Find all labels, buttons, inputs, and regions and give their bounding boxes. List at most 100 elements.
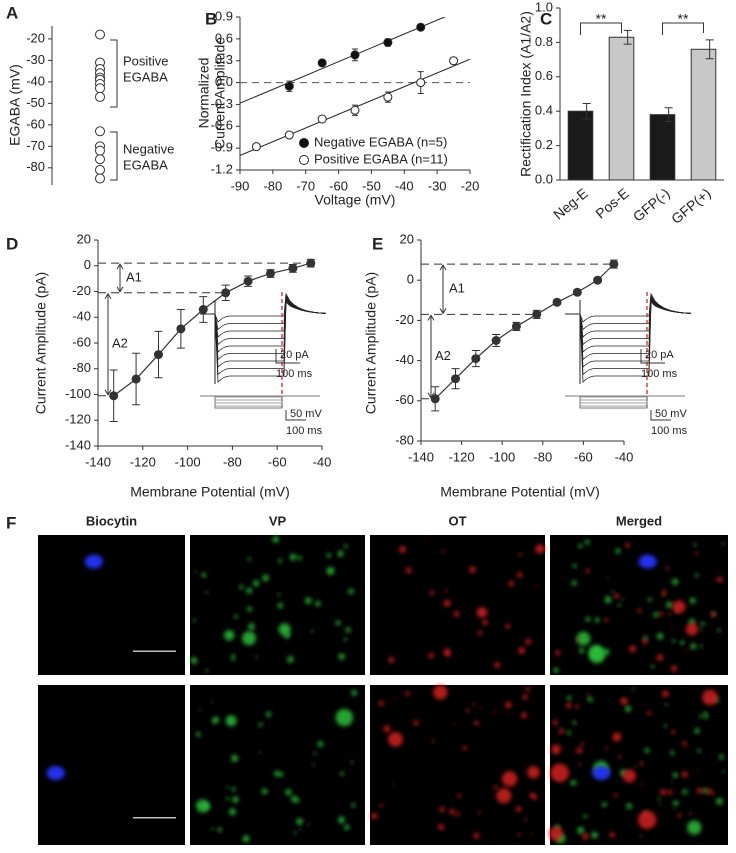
- micrograph: [38, 535, 185, 675]
- spot: [681, 771, 688, 778]
- micrograph: [550, 535, 728, 675]
- spot: [441, 549, 445, 553]
- spot: [697, 749, 701, 753]
- point: [383, 92, 393, 102]
- spot: [405, 567, 412, 574]
- spot: [609, 832, 616, 838]
- spot: [457, 793, 462, 798]
- y-tick-label: -100: [65, 386, 91, 401]
- point: [153, 350, 163, 360]
- y-tick-label: -120: [65, 412, 91, 427]
- spot: [622, 769, 636, 783]
- x-tick-label: -70: [296, 178, 315, 193]
- spot: [525, 638, 532, 645]
- spot: [425, 538, 428, 541]
- spot: [699, 644, 703, 648]
- spot: [721, 542, 725, 546]
- spot: [315, 600, 321, 607]
- spot: [677, 813, 682, 818]
- spot: [670, 627, 673, 631]
- spot: [231, 787, 236, 792]
- spot: [522, 694, 528, 700]
- spot: [693, 543, 697, 547]
- spot: [230, 656, 236, 661]
- trace: [565, 292, 692, 323]
- spot: [689, 597, 696, 604]
- spot: [695, 552, 699, 556]
- spot: [621, 598, 624, 601]
- spot: [524, 817, 528, 821]
- spot: [611, 590, 615, 593]
- spot: [469, 566, 476, 573]
- spot: [553, 667, 559, 673]
- trace: [565, 294, 692, 338]
- spot: [443, 599, 451, 607]
- spot: [494, 662, 501, 669]
- spot: [661, 589, 667, 595]
- y-tick-label: -80: [26, 159, 45, 174]
- y-tick-label: -0.6: [211, 118, 233, 133]
- spot: [517, 572, 523, 578]
- spot: [712, 696, 716, 700]
- point: [221, 288, 231, 298]
- point: [416, 78, 426, 88]
- spot: [673, 800, 679, 806]
- spot: [617, 603, 621, 607]
- spot: [579, 647, 585, 654]
- spot: [712, 792, 715, 796]
- point: [198, 305, 208, 315]
- spot: [672, 600, 686, 614]
- spot: [472, 702, 476, 706]
- spot: [211, 827, 214, 831]
- spot: [371, 812, 378, 820]
- spot: [647, 597, 652, 602]
- legend-marker: [299, 155, 309, 165]
- spot: [664, 703, 668, 706]
- spot: [535, 544, 545, 554]
- y-tick-label: -20: [72, 283, 91, 298]
- spot: [473, 832, 480, 839]
- spot: [453, 722, 456, 725]
- spot: [429, 590, 435, 595]
- spot: [241, 631, 257, 646]
- spot: [697, 769, 700, 772]
- spot: [351, 803, 356, 808]
- point: [532, 309, 542, 319]
- spot: [242, 835, 250, 843]
- x-tick-label: -40: [313, 454, 332, 469]
- spot: [640, 783, 643, 786]
- spot: [258, 722, 263, 727]
- point: [317, 58, 327, 68]
- spot: [643, 703, 646, 706]
- spot: [644, 747, 650, 753]
- spot: [577, 826, 585, 834]
- spot: [231, 754, 239, 762]
- trace: [200, 301, 327, 383]
- spot: [465, 708, 470, 713]
- spot: [624, 705, 632, 712]
- spot: [343, 544, 348, 549]
- legend-label: Positive EGABA (n=11): [314, 151, 448, 166]
- y-tick-label: -40: [395, 352, 414, 367]
- spot: [694, 728, 700, 734]
- error-bar: [705, 39, 714, 60]
- spot: [455, 812, 460, 817]
- spot: [259, 751, 262, 754]
- y-axis-label: Current Amplitude: [212, 37, 228, 149]
- spot: [594, 617, 600, 623]
- spot: [518, 647, 526, 655]
- spot: [293, 831, 297, 835]
- spot: [393, 697, 396, 701]
- spot: [285, 789, 292, 796]
- y-tick-label: -80: [395, 432, 414, 447]
- spot: [642, 638, 648, 645]
- trace: [200, 294, 327, 338]
- spot: [682, 789, 688, 795]
- spot: [344, 824, 350, 831]
- spot: [660, 789, 667, 796]
- spot: [555, 650, 561, 656]
- point: [95, 164, 105, 175]
- spot: [653, 612, 659, 618]
- x-tick-label: -30: [428, 178, 447, 193]
- spot: [223, 630, 235, 641]
